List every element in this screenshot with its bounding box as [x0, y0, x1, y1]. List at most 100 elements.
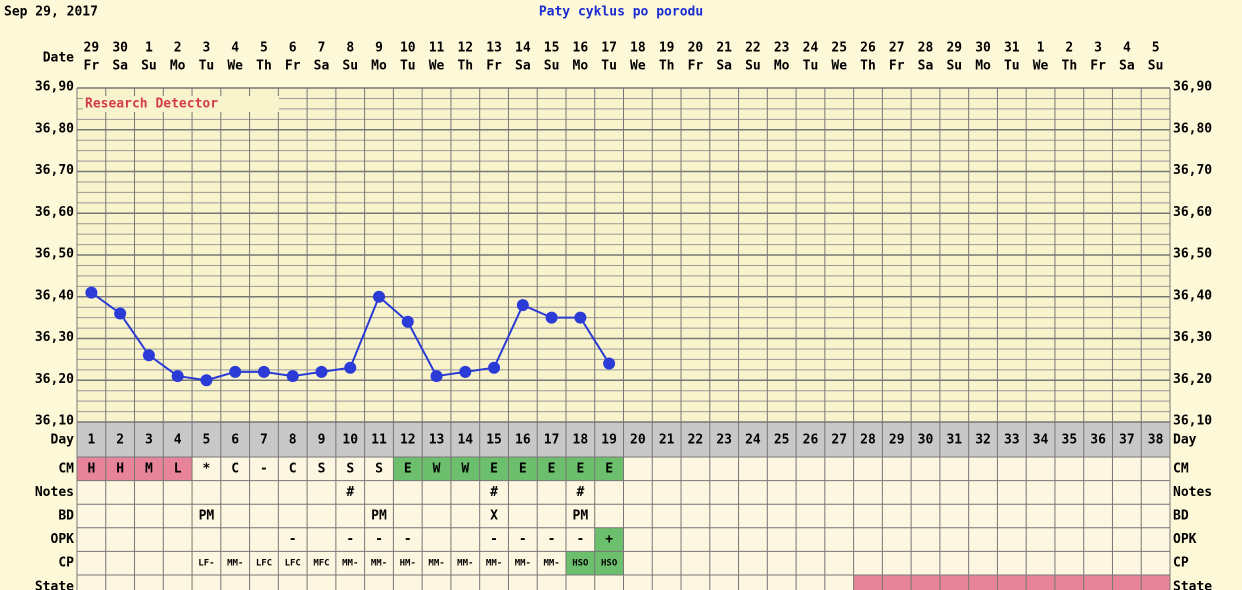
temperature-point [315, 365, 328, 378]
row-label: Notes [35, 485, 74, 500]
y-tick-label-right: 36,20 [1173, 372, 1212, 387]
day-number: 34 [1033, 433, 1049, 448]
x-tick-label: 30 [975, 41, 991, 56]
cell-text: M [145, 461, 153, 476]
cell-text: HSO [601, 559, 618, 569]
cell-text: E [605, 461, 613, 476]
cell-text: E [519, 461, 527, 476]
x-tick-label: 3 [203, 41, 211, 56]
x-tick-label: 6 [289, 41, 297, 56]
weekday-label: Su [1148, 59, 1164, 74]
cell-text: PM [573, 509, 589, 524]
weekday-label: Th [1062, 59, 1078, 74]
cell-text: MM- [227, 559, 243, 569]
day-number: 2 [116, 433, 124, 448]
x-tick-label: 1 [145, 41, 153, 56]
y-tick-label: 36,80 [35, 121, 74, 136]
y-tick-label-right: 36,70 [1173, 163, 1212, 178]
x-tick-label: 21 [716, 41, 732, 56]
row-label: BD [58, 509, 74, 524]
y-tick-label: 36,70 [35, 163, 74, 178]
x-tick-label: 31 [1004, 41, 1020, 56]
x-tick-label: 27 [889, 41, 905, 56]
weekday-label: Tu [199, 59, 215, 74]
cell-text: - [548, 532, 556, 547]
x-tick-label: 13 [486, 41, 502, 56]
annotation-bg [83, 96, 279, 112]
cell-text: S [375, 461, 383, 476]
cell-text: PM [199, 509, 215, 524]
weekday-label: Fr [486, 59, 502, 74]
cell-text: - [260, 461, 268, 476]
x-tick-label: 5 [260, 41, 268, 56]
cell-text: # [576, 485, 584, 500]
x-tick-label: 22 [745, 41, 761, 56]
x-tick-label: 19 [659, 41, 675, 56]
day-number: 18 [573, 433, 589, 448]
x-tick-label: 26 [860, 41, 876, 56]
y-tick-label-right: 36,30 [1173, 330, 1212, 345]
day-number: 23 [716, 433, 732, 448]
cell-text: MM- [371, 559, 387, 569]
cell-text: S [346, 461, 354, 476]
row-label-right: CM [1173, 461, 1189, 476]
weekday-label: Su [141, 59, 157, 74]
cell-text: X [490, 509, 498, 524]
y-tick-label-right: 36,50 [1173, 247, 1212, 262]
temperature-point [603, 357, 616, 370]
weekday-label: We [227, 59, 243, 74]
cell-text: HM- [400, 559, 416, 569]
temperature-point [229, 365, 242, 378]
day-number: 35 [1062, 433, 1078, 448]
cell-text: - [375, 532, 383, 547]
weekday-label: Su [342, 59, 358, 74]
cell-highlight [594, 527, 624, 552]
day-number: 21 [659, 433, 675, 448]
weekday-label: Sa [716, 59, 732, 74]
day-number: 20 [630, 433, 646, 448]
day-number: 12 [400, 433, 416, 448]
weekday-label: Fr [688, 59, 704, 74]
weekday-label: Mo [371, 59, 387, 74]
cell-text: # [346, 485, 354, 500]
day-number: 30 [918, 433, 934, 448]
row-label: OPK [51, 532, 75, 547]
x-tick-label: 16 [573, 41, 589, 56]
temperature-point [344, 361, 357, 374]
y-tick-label: 36,40 [35, 288, 74, 303]
day-number: 3 [145, 433, 153, 448]
cell-text: MFC [313, 559, 329, 569]
weekday-label: Su [544, 59, 560, 74]
weekday-label: Th [256, 59, 272, 74]
chart-title: Paty cyklus po porodu [539, 5, 703, 20]
x-tick-label: 30 [112, 41, 128, 56]
cell-text: + [605, 532, 613, 547]
x-tick-label: 29 [84, 41, 100, 56]
x-tick-label: 7 [318, 41, 326, 56]
temperature-point [516, 299, 529, 312]
cell-text: E [548, 461, 556, 476]
annotation: Research Detector [85, 97, 218, 112]
cell-text: # [490, 485, 498, 500]
weekday-label: Sa [515, 59, 531, 74]
day-number: 5 [203, 433, 211, 448]
weekday-label: Sa [112, 59, 128, 74]
day-number: 38 [1148, 433, 1164, 448]
cell-highlight [853, 575, 1170, 590]
day-number: 16 [515, 433, 531, 448]
temperature-point [430, 370, 443, 383]
cell-text: C [231, 461, 239, 476]
day-number: 33 [1004, 433, 1020, 448]
day-number: 1 [87, 433, 95, 448]
day-label-right: Day [1173, 433, 1197, 448]
date-label: Date [43, 51, 74, 66]
x-tick-label: 3 [1094, 41, 1102, 56]
cell-text: C [289, 461, 297, 476]
day-number: 31 [946, 433, 962, 448]
cell-text: - [289, 532, 297, 547]
temperature-point [85, 286, 98, 299]
day-number: 25 [774, 433, 790, 448]
weekday-label: Sa [314, 59, 330, 74]
day-number: 11 [371, 433, 387, 448]
